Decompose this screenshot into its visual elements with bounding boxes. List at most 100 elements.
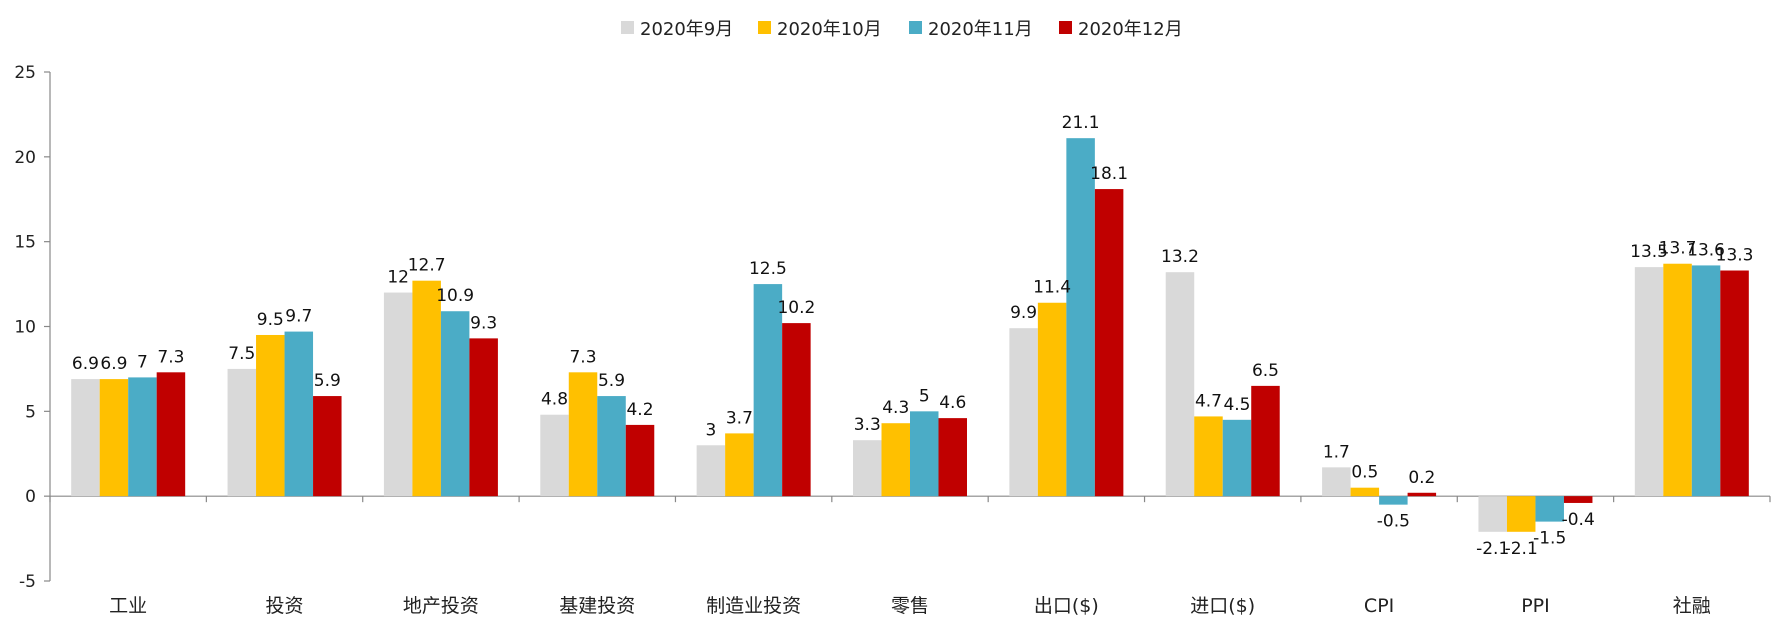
- x-category-label: 地产投资: [403, 595, 479, 617]
- data-label: 7.5: [228, 344, 255, 364]
- data-labels: 6.9 7.5 12 4.8 3 3.3 9.9 13.2 1.7 -2.1 13.5 6.9 9.5 1…: [72, 113, 1754, 559]
- legend-label: 2020年11月: [928, 19, 1033, 40]
- y-axis: 25 20 15 10 5 0 -5: [14, 63, 51, 592]
- x-category-label: 零售: [891, 595, 929, 617]
- bar: [1379, 496, 1408, 505]
- data-label: 12: [387, 268, 409, 288]
- data-label: 4.2: [626, 400, 653, 420]
- data-label: 4.7: [1195, 391, 1222, 411]
- data-label: 3.3: [854, 415, 881, 435]
- y-tick-label: -5: [19, 572, 36, 592]
- bar: [1037, 302, 1067, 497]
- data-label: 6.5: [1252, 361, 1279, 381]
- bar: [1009, 328, 1038, 497]
- bar: [725, 433, 754, 497]
- bar: [753, 284, 783, 497]
- y-tick-label: 20: [14, 148, 36, 168]
- bar: [1094, 189, 1124, 497]
- bar: [625, 424, 655, 497]
- data-label: 0.2: [1408, 468, 1435, 488]
- bar: [938, 418, 967, 497]
- bars: [71, 138, 1749, 532]
- bar: [227, 368, 257, 497]
- data-label: 7.3: [157, 347, 184, 367]
- bar: [1222, 419, 1252, 497]
- x-category-label: 社融: [1673, 595, 1711, 617]
- data-label: 18.1: [1090, 164, 1128, 184]
- data-label: 3: [705, 420, 716, 440]
- bar: [1350, 487, 1380, 497]
- y-tick-label: 25: [14, 63, 36, 83]
- data-label: 4.5: [1223, 395, 1250, 415]
- data-label: 1.7: [1323, 442, 1350, 462]
- bar: [568, 372, 598, 497]
- bar: [1407, 492, 1437, 497]
- data-label: 13.6: [1687, 240, 1725, 260]
- data-label: 21.1: [1062, 113, 1100, 133]
- legend-swatch: [621, 21, 634, 34]
- legend-label: 2020年12月: [1078, 19, 1183, 40]
- bar: [469, 338, 498, 497]
- data-label: 9.5: [257, 310, 284, 330]
- legend-swatch: [909, 21, 922, 34]
- data-label: 6.9: [100, 354, 127, 374]
- data-label: -0.5: [1377, 512, 1410, 532]
- x-category-label: 工业: [109, 595, 147, 617]
- bar: [99, 379, 129, 497]
- data-label: 11.4: [1033, 278, 1071, 298]
- data-label: 6.9: [72, 354, 99, 374]
- legend: 2020年9月 2020年10月 2020年11月 2020年12月: [621, 19, 1183, 40]
- legend-label: 2020年10月: [777, 19, 882, 40]
- y-tick-label: 0: [25, 487, 36, 507]
- data-label: 4.8: [541, 390, 568, 410]
- x-category-label: CPI: [1364, 595, 1394, 617]
- y-tick-label: 15: [14, 233, 36, 253]
- data-label: 10.2: [777, 298, 815, 318]
- bar: [597, 396, 626, 497]
- data-label: 4.3: [882, 398, 909, 418]
- data-label: 12.7: [408, 256, 446, 276]
- x-category-label: 制造业投资: [706, 595, 801, 617]
- bar: [383, 292, 413, 497]
- bar: [1251, 385, 1280, 497]
- data-label: 9.9: [1010, 303, 1037, 323]
- data-label: 7: [137, 352, 148, 372]
- bar: [313, 396, 342, 497]
- data-label: 9.7: [285, 307, 312, 327]
- data-label: -2.1: [1505, 539, 1538, 559]
- data-label: -2.1: [1476, 539, 1509, 559]
- bar: [1663, 263, 1692, 497]
- bar: [1720, 270, 1749, 497]
- x-category-label: 出口($): [1034, 595, 1099, 617]
- bar: [1322, 467, 1351, 497]
- y-tick-label: 5: [25, 402, 36, 422]
- bar: [1535, 496, 1564, 522]
- data-label: 3.7: [726, 408, 753, 428]
- data-label: 13.7: [1659, 239, 1697, 259]
- bar: [1563, 496, 1593, 503]
- data-label: 0.5: [1351, 463, 1378, 483]
- bar: [128, 377, 157, 497]
- bar: [71, 379, 100, 497]
- bar: [1066, 138, 1095, 497]
- data-label: 12.5: [749, 259, 787, 279]
- data-label: 10.9: [436, 286, 474, 306]
- bar: [696, 445, 726, 497]
- bar: [853, 440, 882, 497]
- legend-label: 2020年9月: [640, 19, 733, 40]
- data-label: 13.5: [1630, 242, 1668, 262]
- bar: [540, 414, 569, 497]
- bar: [440, 311, 470, 497]
- bar: [782, 323, 811, 497]
- x-category-label: 基建投资: [559, 595, 635, 617]
- x-category-label: PPI: [1521, 595, 1550, 617]
- data-label: -1.5: [1533, 529, 1566, 549]
- bar: [910, 411, 939, 497]
- bar: [1165, 272, 1195, 497]
- legend-swatch: [758, 21, 771, 34]
- x-category-label: 进口($): [1190, 595, 1255, 617]
- bar: [1506, 496, 1536, 532]
- data-label: 4.6: [939, 393, 966, 413]
- bar: [256, 334, 285, 497]
- bar: [1634, 267, 1664, 497]
